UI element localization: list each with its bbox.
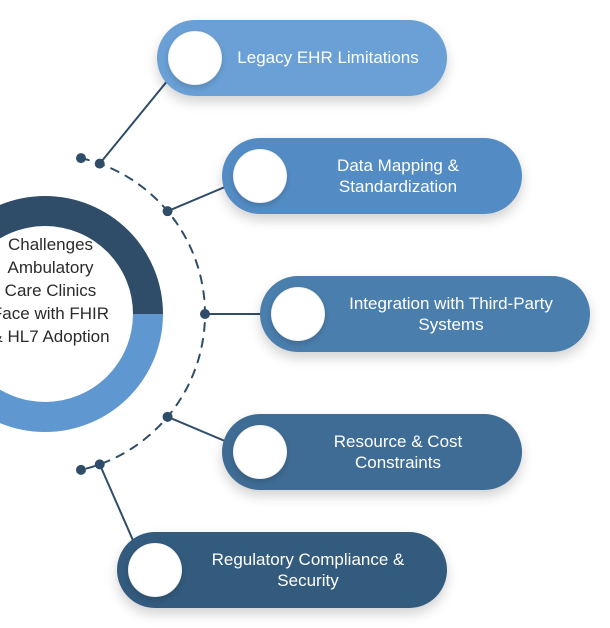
challenge-pill: Regulatory Compliance & Security: [117, 532, 447, 608]
pill-label: Legacy EHR Limitations: [231, 47, 425, 68]
connector-dot: [163, 412, 173, 422]
pill-circle-icon: [271, 287, 325, 341]
pill-label: Resource & Cost Constraints: [296, 431, 500, 474]
pill-label: Integration with Third-Party Systems: [334, 293, 568, 336]
pill-circle-icon: [233, 149, 287, 203]
pill-label: Data Mapping & Standardization: [296, 155, 500, 198]
arc-end-dot: [76, 153, 86, 163]
arc-end-dot: [76, 465, 86, 475]
pill-circle-icon: [128, 543, 182, 597]
center-title: Challenges Ambulatory Care Clinics Face …: [0, 234, 113, 349]
connector-dot: [95, 159, 105, 169]
challenge-pill: Legacy EHR Limitations: [157, 20, 447, 96]
connector-dot: [200, 309, 210, 319]
pill-label: Regulatory Compliance & Security: [191, 549, 425, 592]
challenge-pill: Integration with Third-Party Systems: [260, 276, 590, 352]
pill-circle-icon: [233, 425, 287, 479]
challenge-pill: Resource & Cost Constraints: [222, 414, 522, 490]
challenge-pill: Data Mapping & Standardization: [222, 138, 522, 214]
pill-circle-icon: [168, 31, 222, 85]
connector-dot: [95, 459, 105, 469]
connector-dot: [163, 206, 173, 216]
